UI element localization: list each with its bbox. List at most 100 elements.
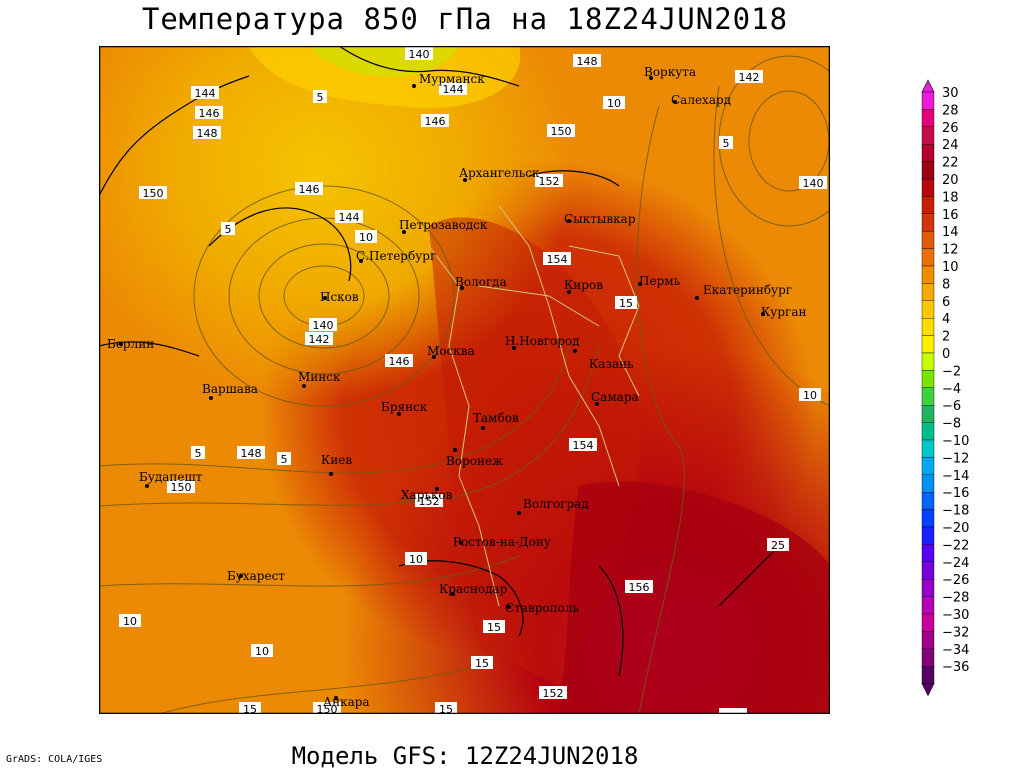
city-vologda: Вологда — [455, 275, 507, 290]
legend-swatch — [921, 474, 935, 493]
svg-text:Минск: Минск — [298, 370, 341, 384]
contour-label: 5 — [221, 222, 235, 236]
svg-text:15: 15 — [487, 621, 501, 634]
legend-swatch — [921, 422, 935, 441]
city-yekaterinburg: Екатеринбург — [695, 283, 792, 300]
legend-swatch — [921, 300, 935, 319]
legend-swatch — [921, 213, 935, 232]
city-krasnodar: Краснодар — [439, 582, 508, 596]
svg-text:152: 152 — [419, 495, 440, 508]
contour-label: 5 — [313, 90, 327, 104]
svg-text:Самара: Самара — [591, 390, 639, 404]
contour-label: 146 — [421, 114, 449, 128]
legend-arrow-top — [921, 79, 935, 93]
city-kharkov: Харьков — [401, 487, 453, 502]
svg-text:Екатеринбург: Екатеринбург — [703, 283, 792, 297]
contour-label: 25 — [767, 538, 789, 552]
legend-label: 16 — [942, 208, 959, 223]
svg-text:144: 144 — [339, 211, 360, 224]
legend-swatch — [921, 91, 935, 110]
legend-swatch — [921, 509, 935, 528]
legend-swatch — [921, 648, 935, 667]
legend-swatch — [921, 161, 935, 180]
legend-arrow-bottom — [921, 683, 935, 697]
legend-swatch — [921, 196, 935, 215]
city-kazan: Казань — [573, 349, 634, 371]
svg-text:Ставрополь: Ставрополь — [505, 601, 579, 615]
contour-label — [719, 708, 747, 714]
contour-label: 140 — [309, 318, 337, 332]
city-voronezh: Воронеж — [446, 448, 503, 468]
temperature-map: 140 148 142 144 144 146 148 146 150 150 … — [99, 46, 830, 714]
legend-swatch — [921, 335, 935, 354]
contour-label: 15 — [435, 702, 457, 714]
contour-label: 10 — [799, 388, 821, 402]
legend-label: −8 — [942, 417, 961, 432]
legend-label: −36 — [942, 660, 969, 675]
city-markers: Мурманск Воркута Салехард Архангельск Сы… — [107, 65, 806, 709]
svg-text:Бухарест: Бухарест — [227, 569, 285, 583]
svg-text:Архангельск: Архангельск — [459, 166, 540, 180]
contour-label: 15 — [615, 296, 637, 310]
svg-text:146: 146 — [199, 107, 220, 120]
city-arkhangelsk: Архангельск — [459, 166, 540, 182]
legend-swatch — [921, 387, 935, 406]
svg-text:15: 15 — [439, 703, 453, 714]
svg-text:Сыктывкар: Сыктывкар — [564, 212, 636, 226]
svg-text:25: 25 — [771, 539, 785, 552]
legend-swatch — [921, 579, 935, 597]
legend-label: −18 — [942, 504, 969, 519]
legend-swatch — [921, 526, 935, 545]
svg-text:Варшава: Варшава — [202, 382, 258, 396]
contour-label: 10 — [251, 644, 273, 658]
legend-swatch — [921, 405, 935, 423]
city-stavropol: Ставрополь — [505, 601, 579, 615]
legend-swatch — [921, 352, 935, 371]
contour-label: 142 — [305, 332, 333, 346]
contour-label: 5 — [277, 452, 291, 466]
city-petrozavodsk: Петрозаводск — [399, 218, 488, 234]
svg-text:Москва: Москва — [427, 344, 475, 358]
contour-label: 152 — [415, 494, 443, 508]
svg-text:Воркута: Воркута — [644, 65, 696, 79]
legend-swatch — [921, 283, 935, 301]
model-footer: Модель GFS: 12Z24JUN2018 — [291, 742, 639, 770]
legend-labels: 302826242220181614121086420−2−4−6−8−10−1… — [942, 86, 969, 675]
legend-label: −28 — [942, 591, 969, 606]
legend-label: 6 — [942, 295, 950, 310]
legend-label: −10 — [942, 434, 969, 449]
svg-text:Брянск: Брянск — [381, 400, 428, 414]
contour-label: 150 — [547, 124, 575, 138]
city-murmansk: Мурманск — [412, 72, 485, 88]
legend-label: 18 — [942, 190, 959, 205]
svg-text:Тамбов: Тамбов — [473, 411, 519, 425]
legend-swatch — [921, 561, 935, 580]
svg-text:Курган: Курган — [761, 305, 806, 319]
contour-label: 152 — [539, 686, 567, 700]
svg-text:152: 152 — [543, 687, 564, 700]
city-moscow: Москва — [427, 344, 475, 359]
svg-text:10: 10 — [607, 97, 621, 110]
svg-text:Будапешт: Будапешт — [139, 470, 203, 484]
contour-label: 5 — [191, 446, 205, 460]
legend-swatch — [921, 248, 935, 267]
contour-label: 146 — [295, 182, 323, 196]
svg-text:148: 148 — [197, 127, 218, 140]
legend-label: −22 — [942, 538, 969, 553]
svg-text:148: 148 — [577, 55, 598, 68]
legend-swatch — [921, 439, 935, 458]
city-salekhard: Салехард — [671, 93, 731, 107]
city-bucharest: Бухарест — [227, 569, 285, 583]
svg-text:140: 140 — [313, 319, 334, 332]
legend-swatch — [921, 457, 935, 475]
contour-label: 144 — [439, 82, 467, 96]
contour-label: 154 — [569, 438, 597, 452]
legend-label: 2 — [942, 330, 950, 345]
contour-label: 142 — [735, 70, 763, 84]
city-berlin: Берлин — [107, 337, 154, 351]
city-samara: Самара — [591, 390, 639, 406]
legend-label: −20 — [942, 521, 969, 536]
legend-label: 20 — [942, 173, 959, 188]
legend-label: −30 — [942, 608, 969, 623]
legend-label: 0 — [942, 347, 950, 362]
